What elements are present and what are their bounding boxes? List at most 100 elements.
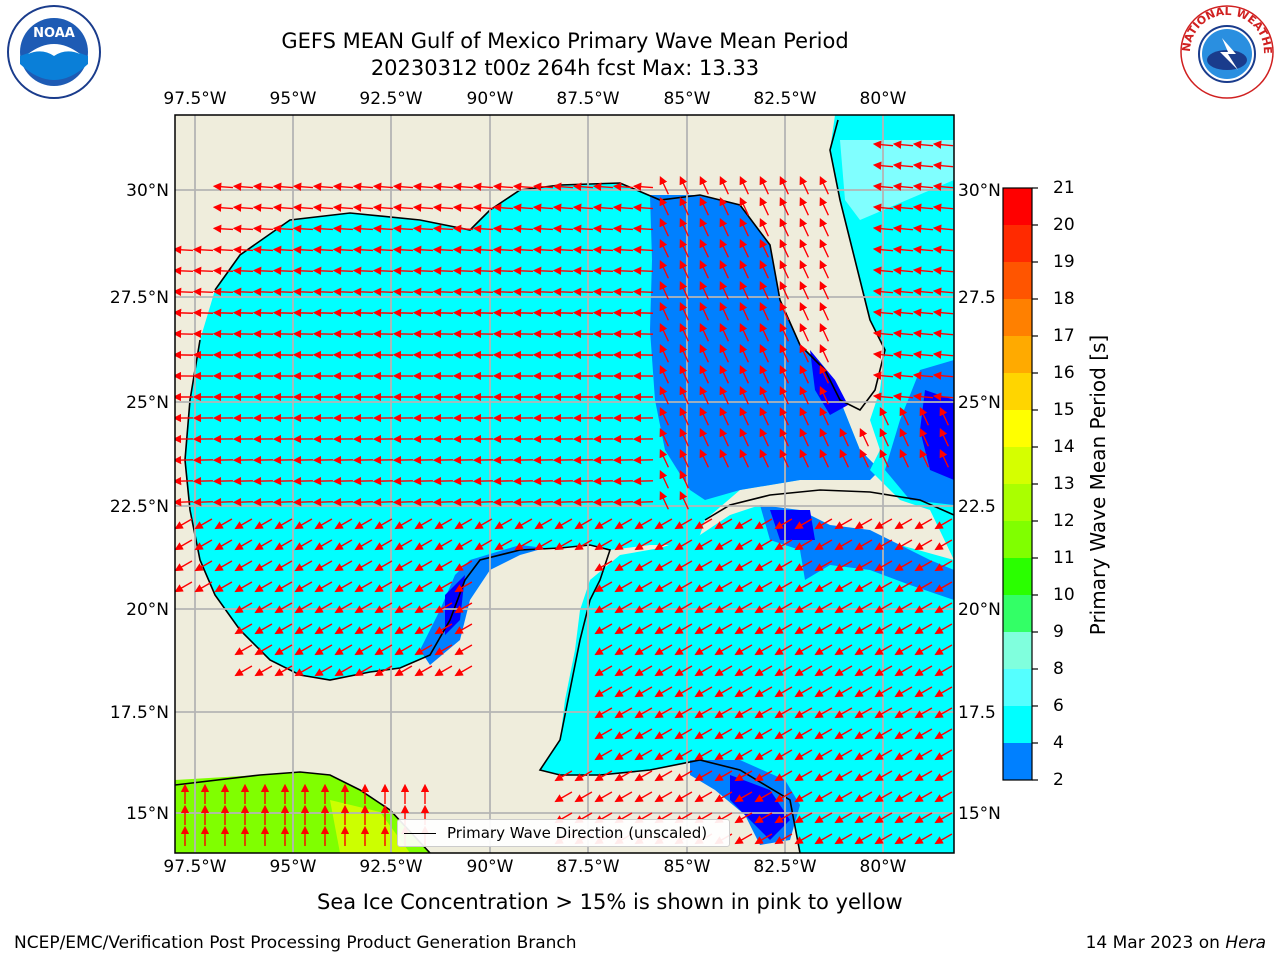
wave-arrow (759, 364, 770, 384)
wave-arrow (214, 560, 233, 572)
wave-arrow (374, 602, 393, 614)
wave-arrow (739, 343, 750, 363)
wave-arrow (312, 266, 334, 276)
wave-arrow (699, 196, 710, 216)
wave-arrow (754, 560, 773, 572)
wave-arrow (432, 497, 454, 507)
wave-arrow (372, 245, 394, 254)
wave-arrow (314, 539, 333, 551)
lon-tick-top: 90°W (466, 89, 514, 109)
wave-arrow (432, 182, 454, 191)
wave-arrow (739, 427, 750, 447)
wave-arrow (659, 343, 670, 363)
wave-arrow (734, 581, 753, 593)
wave-arrow (654, 560, 673, 572)
wave-arrow (759, 322, 770, 342)
wave-arrow (474, 518, 493, 530)
wave-arrow (912, 308, 934, 317)
wave-arrow (234, 560, 253, 572)
wave-arrow (779, 238, 790, 258)
wave-arrow (814, 770, 833, 782)
colorbar-cell (1003, 743, 1032, 781)
wave-arrow (719, 196, 730, 216)
wave-arrow (694, 749, 713, 761)
wave-arrow (614, 707, 633, 719)
wave-arrow (734, 665, 753, 677)
wave-arrow (234, 665, 253, 677)
wave-arrow (779, 280, 790, 300)
map-legend: Primary Wave Direction (unscaled) (397, 819, 730, 847)
chart-subtitle: 20230312 t00z 264h fcst Max: 13.33 (370, 56, 760, 80)
wave-arrow (734, 602, 753, 614)
wave-arrow (939, 427, 950, 447)
wave-arrow (212, 287, 234, 297)
wave-arrow (874, 623, 893, 635)
wave-arrow (354, 518, 373, 530)
wave-arrow (659, 427, 670, 447)
wave-arrow (394, 623, 413, 635)
wave-arrow (872, 308, 894, 317)
wave-arrow (914, 686, 933, 698)
wave-arrow (234, 518, 253, 530)
wave-arrow (734, 812, 753, 824)
wave-arrow (874, 707, 893, 719)
lon-tick-bottom: 82.5°W (753, 857, 817, 877)
wave-arrow (679, 217, 690, 237)
wave-arrow (694, 539, 713, 551)
lon-tick-top: 80°W (859, 89, 907, 109)
wave-arrow (679, 364, 690, 384)
wave-arrow (454, 539, 473, 551)
wave-arrow (914, 518, 933, 530)
wave-arrow (532, 245, 554, 254)
wave-arrow (894, 728, 913, 740)
wave-arrow (494, 539, 513, 551)
wave-arrow (674, 644, 693, 656)
wave-arrow (594, 518, 613, 530)
wave-arrow (292, 497, 314, 507)
wave-arrow (719, 343, 730, 363)
wave-arrow (794, 602, 813, 614)
wave-arrow (914, 707, 933, 719)
wave-arrow (592, 497, 614, 507)
wave-arrow (874, 581, 893, 593)
wave-arrow (434, 581, 453, 593)
wave-arrow (694, 728, 713, 740)
wave-arrow (814, 623, 833, 635)
wave-arrow (914, 560, 933, 572)
wave-arrow (572, 224, 594, 233)
wave-arrow (452, 203, 474, 212)
wave-arrow (734, 686, 753, 698)
wave-arrow (352, 245, 374, 254)
wave-arrow (892, 140, 914, 149)
wave-arrow (254, 644, 273, 656)
wave-arrow (232, 497, 254, 507)
wave-arrow (932, 392, 954, 401)
wave-arrow (232, 245, 254, 254)
wave-arrow (614, 749, 633, 761)
wave-arrow (232, 287, 254, 297)
wave-arrow (699, 448, 710, 468)
wave-arrow (632, 182, 654, 191)
wave-arrow (714, 644, 733, 656)
wave-arrow (912, 266, 934, 275)
legend-label: Primary Wave Direction (unscaled) (447, 824, 708, 842)
wave-arrow (332, 245, 354, 254)
wave-arrow (432, 224, 454, 233)
wave-arrow (799, 238, 810, 258)
wave-arrow (754, 644, 773, 656)
wave-arrow (634, 602, 653, 614)
wave-arrow (872, 161, 894, 170)
wave-arrow (694, 686, 713, 698)
colorbar (1002, 187, 1038, 781)
wave-arrow (912, 329, 934, 338)
wave-arrow (454, 560, 473, 572)
wave-arrow (312, 203, 334, 212)
wave-arrow (719, 217, 730, 237)
wave-arrow (814, 581, 833, 593)
wave-arrow (854, 707, 873, 719)
wave-arrow (674, 539, 693, 551)
wave-arrow (679, 448, 690, 468)
wave-arrow (414, 581, 433, 593)
wave-arrow (734, 644, 753, 656)
lat-tick-left: 15°N (126, 804, 169, 824)
